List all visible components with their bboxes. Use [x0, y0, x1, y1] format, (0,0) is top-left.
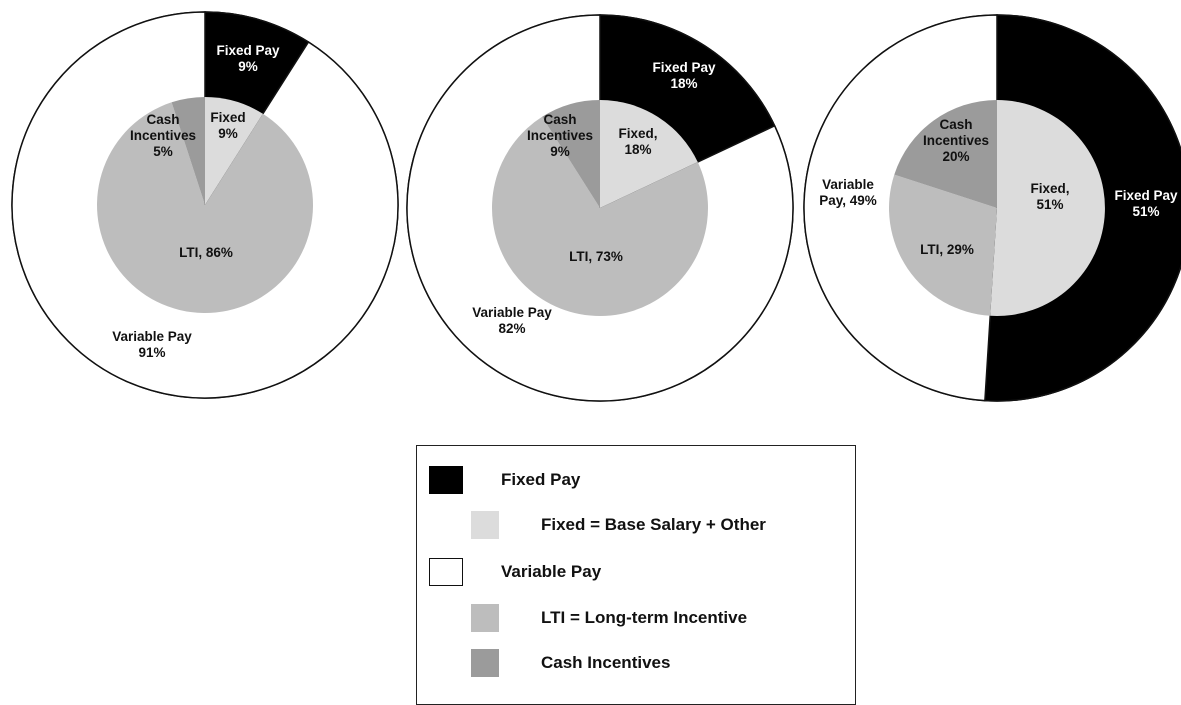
legend-label-lti: LTI = Long-term Incentive: [541, 608, 748, 627]
pie-3-label-variable-pay: Variable Pay, 49%: [819, 177, 877, 208]
legend-swatch-fixed: [471, 511, 499, 539]
pie-3-label-fixed-pay: Fixed Pay 51%: [1114, 188, 1178, 219]
pie-2-inner-slice-lti: [491, 116, 708, 316]
pie-3-label-lti: LTI, 29%: [920, 242, 974, 257]
legend-item-fixed: Fixed = Base Salary + Other: [471, 511, 766, 539]
legend-item-cash-incentives: Cash Incentives: [471, 649, 670, 677]
pie-2-inner-slice-cash-incentives: [542, 100, 600, 208]
legend-swatch-cash-incentives: [471, 649, 499, 677]
legend-item-variable-pay: Variable Pay: [429, 558, 601, 586]
pie-1-inner-slice-fixed: [205, 97, 263, 205]
legend-label-fixed: Fixed = Base Salary + Other: [541, 515, 766, 534]
pie-3-inner-slice-fixed: [990, 100, 1105, 316]
pie-1-label-fixed-pay: Fixed Pay 9%: [216, 43, 280, 74]
legend-label-cash-incentives: Cash Incentives: [541, 653, 671, 672]
legend-item-lti: LTI = Long-term Incentive: [471, 604, 747, 632]
pie-2-label-variable-pay: Variable Pay 82%: [472, 305, 552, 336]
pie-3-inner-slice-cash-incentives: [894, 100, 997, 208]
pie-3-label-fixed: Fixed, 51%: [1030, 181, 1069, 212]
legend-label-variable-pay: Variable Pay: [501, 562, 602, 581]
legend-item-fixed-pay: Fixed Pay: [429, 466, 580, 494]
pie-1-label-lti: LTI, 86%: [179, 245, 233, 260]
legend-swatch-fixed-pay: [429, 466, 463, 494]
pie-2-inner-slice-fixed: [600, 100, 698, 208]
legend: Fixed Pay Fixed = Base Salary + Other Va…: [416, 445, 856, 705]
legend-swatch-variable-pay: [429, 558, 463, 586]
pie-2-label-lti: LTI, 73%: [569, 249, 623, 264]
pie-1-label-cash-incentives: Cash Incentives 5%: [130, 112, 196, 159]
legend-label-fixed-pay: Fixed Pay: [501, 470, 581, 489]
pie-charts: Fixed Pay 9% Variable Pay 91% Fixed 9% LTI, 86…: [11, 11, 1181, 402]
pie-3-inner-slice-lti: [889, 174, 997, 316]
pie-1-label-fixed: Fixed 9%: [210, 110, 245, 141]
pie-1-inner-slice-lti: [97, 102, 314, 314]
pie-3-label-cash-incentives: Cash Incentives 20%: [923, 117, 989, 164]
pie-1-label-variable-pay: Variable Pay 91%: [112, 329, 192, 360]
pie-2-label-fixed: Fixed, 18%: [618, 126, 657, 157]
pie-2-label-fixed-pay: Fixed Pay 18%: [652, 60, 716, 91]
pie-2-label-cash-incentives: Cash Incentives 9%: [527, 112, 593, 159]
pie-1-inner-slice-cash-incentives: [171, 97, 205, 205]
legend-swatch-lti: [471, 604, 499, 632]
